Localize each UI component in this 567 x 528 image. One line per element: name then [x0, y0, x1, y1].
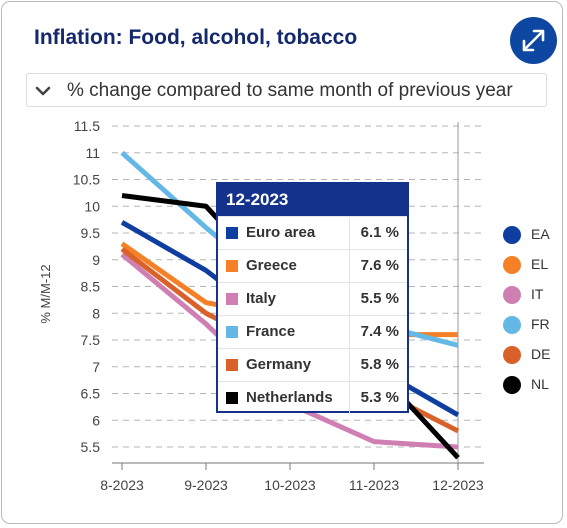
tooltip-row-value: 5.3 %: [360, 389, 399, 406]
y-tick-label: 10.5: [73, 172, 100, 188]
tooltip-swatch: [226, 359, 238, 371]
y-tick-label: 11: [85, 145, 100, 161]
tooltip-row: France 7.4 %: [218, 315, 407, 348]
y-tick-label: 7.5: [81, 332, 101, 348]
legend-marker: [503, 376, 521, 394]
legend-label: EL: [531, 256, 549, 272]
tooltip-row-value: 7.6 %: [360, 257, 399, 274]
tooltip-row-value: 6.1 %: [360, 224, 399, 241]
y-tick-label: 10: [84, 198, 100, 214]
tooltip-row: Greece 7.6 %: [218, 249, 407, 282]
tooltip-row: Euro area 6.1 %: [218, 216, 407, 249]
legend-marker: [503, 316, 521, 334]
x-tick-label: 8-2023: [100, 477, 144, 493]
legend-label: EA: [531, 226, 550, 242]
tooltip-value-cell: 7.4 %: [349, 316, 407, 348]
legend-marker: [503, 226, 521, 244]
legend-marker: [503, 256, 521, 274]
tooltip-row-name: Netherlands: [246, 389, 333, 406]
tooltip-row-name: Germany: [246, 356, 312, 373]
tooltip: 12-2023 Euro area 6.1 % Greece 7.6 % Ita…: [216, 182, 409, 414]
y-tick-label: 6.5: [81, 386, 101, 402]
y-axis-title: % M/M-12: [38, 264, 53, 323]
tooltip-row: Italy 5.5 %: [218, 282, 407, 315]
dropdown-selected-value: % change compared to same month of previ…: [67, 80, 513, 101]
tooltip-row: Netherlands 5.3 %: [218, 381, 407, 414]
tooltip-row-value: 5.5 %: [360, 290, 399, 307]
legend-label: DE: [531, 346, 551, 362]
tooltip-value-cell: 5.8 %: [349, 349, 407, 381]
y-tick-label: 5.5: [81, 439, 101, 455]
legend-label: NL: [531, 376, 549, 392]
tooltip-swatch: [226, 392, 238, 404]
tooltip-value-cell: 7.6 %: [349, 250, 407, 282]
tooltip-row: Germany 5.8 %: [218, 348, 407, 381]
y-tick-label: 8: [92, 305, 100, 321]
tooltip-period: 12-2023: [226, 190, 289, 209]
chart-title: Inflation: Food, alcohol, tobacco: [34, 26, 358, 49]
y-tick-label: 11.5: [74, 118, 100, 134]
x-tick-label: 9-2023: [184, 477, 228, 493]
tooltip-swatch: [226, 326, 238, 338]
y-tick-label: 6: [92, 412, 100, 428]
legend-marker: [503, 286, 521, 304]
tooltip-row-name: Italy: [246, 290, 277, 307]
y-tick-label: 9.5: [81, 225, 101, 241]
y-tick-label: 7: [92, 359, 100, 375]
legend-marker: [503, 346, 521, 364]
tooltip-value-cell: 6.1 %: [349, 217, 407, 249]
expand-button[interactable]: [510, 17, 557, 64]
measure-dropdown[interactable]: % change compared to same month of previ…: [26, 73, 547, 107]
x-tick-label: 11-2023: [349, 477, 400, 493]
tooltip-value-cell: 5.5 %: [349, 283, 407, 315]
tooltip-value-cell: 5.3 %: [349, 382, 407, 414]
legend-label: FR: [531, 316, 550, 332]
expand-arrows-icon: [522, 29, 545, 52]
chevron-down-icon: [35, 86, 51, 96]
y-tick-label: 9: [92, 252, 100, 268]
x-tick-label: 10-2023: [264, 477, 316, 493]
tooltip-header: 12-2023: [218, 184, 407, 216]
tooltip-row-value: 5.8 %: [360, 356, 399, 373]
tooltip-swatch: [226, 260, 238, 272]
tooltip-row-value: 7.4 %: [360, 323, 399, 340]
tooltip-row-name: Greece: [246, 257, 297, 274]
legend-label: IT: [531, 286, 544, 302]
tooltip-row-name: Euro area: [246, 224, 316, 241]
y-tick-label: 8.5: [81, 279, 101, 295]
x-tick-label: 12-2023: [432, 477, 484, 493]
tooltip-swatch: [226, 227, 238, 239]
tooltip-row-name: France: [246, 323, 296, 340]
tooltip-swatch: [226, 293, 238, 305]
